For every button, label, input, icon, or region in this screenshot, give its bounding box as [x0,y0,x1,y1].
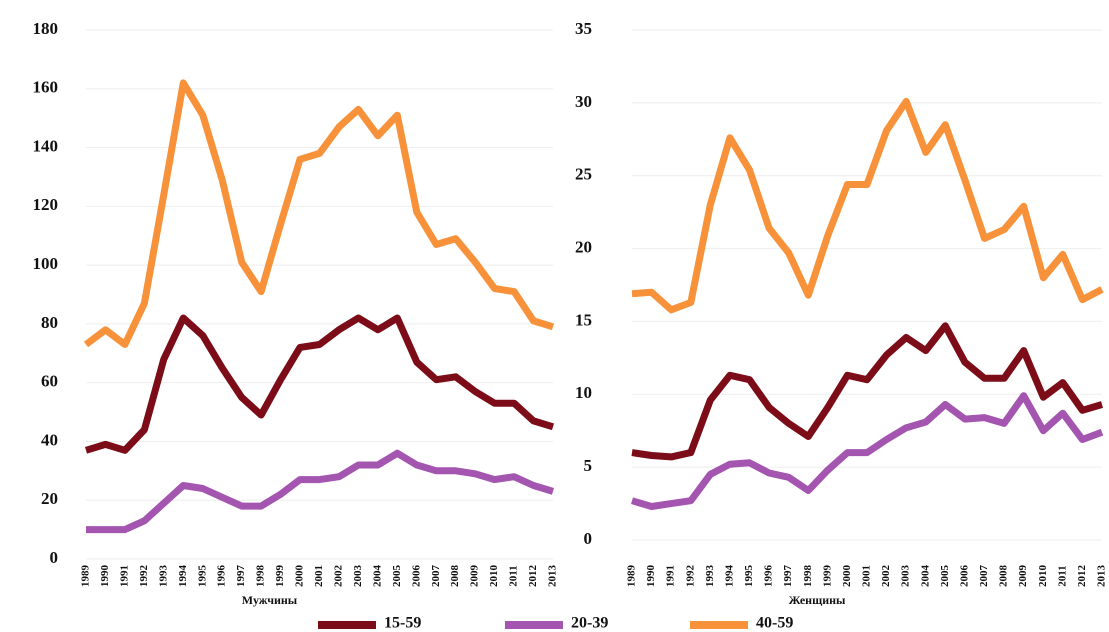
x-tick-label: 2008 [998,564,1010,587]
series-line [86,449,555,534]
x-tick-label: 2002 [332,565,344,588]
series-line [631,392,1104,510]
y-tick-label: 0 [50,548,59,567]
x-tick-label: 1992 [138,565,150,588]
x-tick-label: 1995 [196,565,208,588]
x-tick-label: 2008 [449,565,461,588]
x-tick-label: 2009 [469,565,481,588]
x-tick-label: 2005 [939,565,951,588]
x-tick-label: 1995 [743,565,755,588]
x-tick-label: 2003 [352,565,364,588]
x-tick-label: 2004 [919,565,931,588]
y-tick-label: 20 [575,237,592,256]
legend-label: 20-39 [571,615,608,632]
x-tick-label: 2001 [861,565,873,587]
x-tick-label: 2003 [900,565,912,588]
x-tick-label: 1993 [157,565,169,588]
series-line [631,97,1104,314]
y-tick-label: 40 [41,430,58,449]
x-tick-label: 1998 [255,565,267,588]
x-tick-label: 1992 [684,565,696,588]
x-tick-label: 2010 [488,565,500,588]
y-tick-label: 140 [33,136,59,155]
x-tick-label: 1990 [99,565,111,588]
x-tick-label: 2004 [371,565,383,588]
x-tick-label: 2011 [508,565,520,586]
y-tick-label: 25 [575,165,592,184]
x-tick-label: 2007 [978,565,990,588]
panel-title: Мужчины [242,593,298,607]
series-line [84,314,555,454]
y-tick-label: 5 [584,456,593,475]
x-tick-label: 1991 [665,565,677,587]
x-tick-label: 2006 [410,565,422,588]
y-tick-label: 30 [575,92,592,111]
y-tick-label: 120 [33,195,59,214]
series-line [631,322,1103,461]
legend-label: 15-59 [384,615,421,632]
y-tick-label: 160 [33,78,59,97]
x-tick-label: 2001 [313,565,325,587]
y-tick-label: 10 [575,383,592,402]
x-tick-label: 2013 [547,565,559,588]
x-tick-label: 2013 [1096,565,1108,588]
x-tick-label: 2007 [430,565,442,588]
x-tick-label: 2012 [527,565,539,588]
y-tick-label: 100 [33,254,59,273]
x-tick-label: 1993 [704,565,716,588]
x-tick-label: 2000 [294,565,306,588]
x-tick-label: 2000 [841,565,853,588]
x-tick-label: 1994 [177,565,189,588]
x-tick-label: 1990 [645,565,657,588]
y-tick-label: 35 [575,19,592,38]
y-tick-label: 0 [584,529,593,548]
y-tick-label: 80 [41,313,58,332]
x-tick-label: 2002 [880,565,892,588]
x-tick-label: 1999 [821,565,833,588]
y-tick-label: 60 [41,372,58,391]
x-tick-label: 2009 [1017,565,1029,588]
x-tick-label: 2010 [1037,565,1049,588]
x-tick-label: 1997 [782,565,794,588]
x-tick-label: 1989 [80,565,92,588]
x-tick-label: 1997 [235,565,247,588]
x-tick-label: 1991 [118,565,130,587]
y-tick-label: 15 [575,310,592,329]
x-tick-label: 1998 [802,565,814,588]
series-line [83,79,555,348]
x-tick-label: 1996 [216,565,228,588]
x-tick-label: 1996 [763,565,775,588]
x-tick-label: 2005 [391,565,403,588]
y-tick-label: 180 [33,19,59,38]
panel-title: Женщины [789,593,846,607]
x-tick-label: 2012 [1076,565,1088,588]
x-tick-label: 1994 [723,565,735,588]
legend-label: 40-59 [756,615,793,632]
x-tick-label: 1989 [626,565,638,588]
x-tick-label: 2011 [1056,565,1068,586]
y-tick-label: 20 [41,489,58,508]
x-tick-label: 1999 [274,565,286,588]
x-tick-label: 2006 [958,565,970,588]
